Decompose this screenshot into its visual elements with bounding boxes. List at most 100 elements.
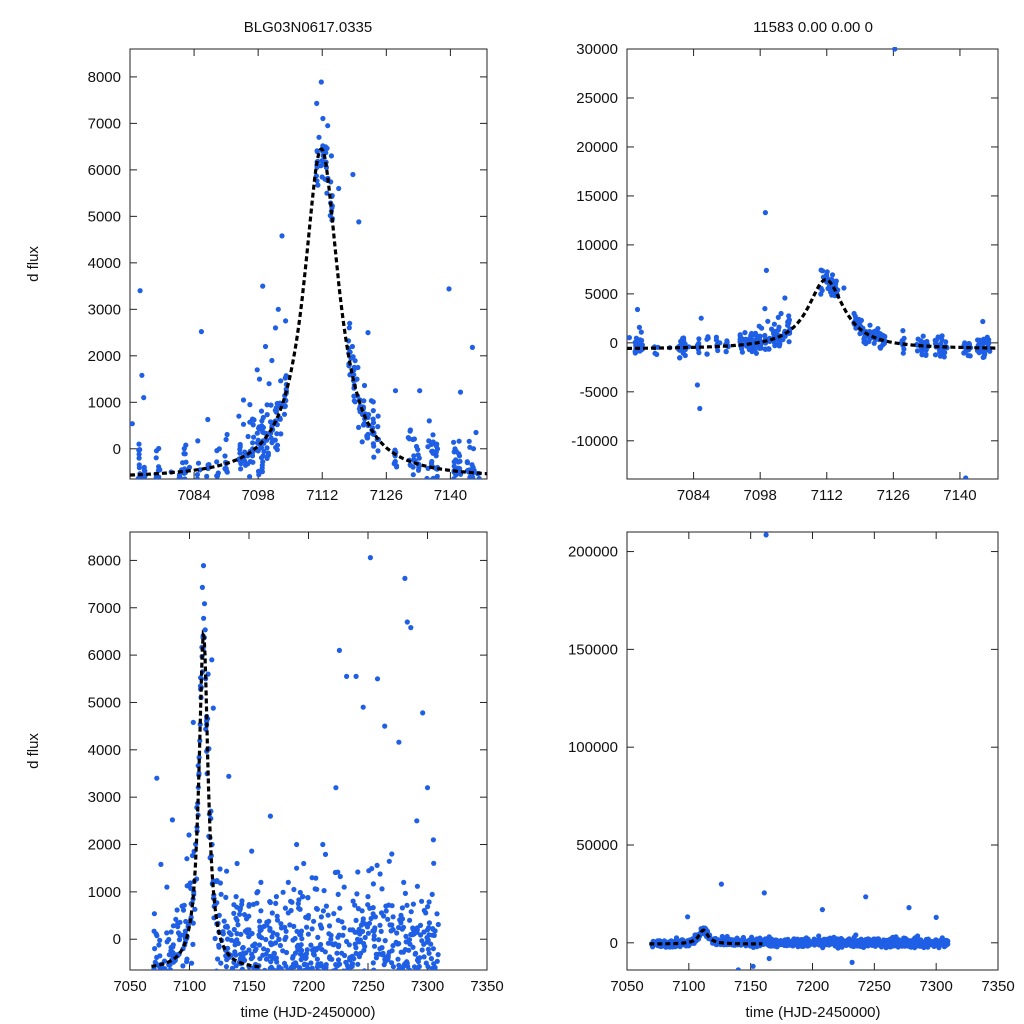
data-point (328, 985, 333, 990)
data-point (315, 998, 320, 1003)
data-point-dense-noise (828, 941, 834, 947)
data-point (375, 1011, 380, 1016)
data-point (314, 148, 320, 154)
data-point (415, 999, 420, 1004)
data-point (457, 458, 463, 464)
y-tick-label: 5000 (88, 694, 121, 711)
data-point (402, 890, 408, 897)
data-point (224, 923, 230, 929)
data-point-dense-noise (430, 946, 436, 952)
data-point (774, 944, 780, 950)
data-point (378, 928, 384, 935)
data-point (353, 917, 359, 924)
data-point (724, 933, 730, 940)
data-point-dense-noise (323, 903, 329, 909)
data-point (217, 880, 223, 886)
y-tick-label: -10000 (571, 433, 618, 450)
data-point (256, 918, 263, 924)
data-point (340, 932, 346, 938)
data-point-dense-noise (424, 927, 431, 933)
data-point-outliers (365, 330, 371, 336)
data-point-photometry (456, 453, 463, 459)
data-point (203, 726, 209, 732)
data-point-photometry (452, 446, 458, 452)
data-point (404, 960, 410, 967)
data-point (278, 973, 283, 978)
data-point (318, 163, 324, 169)
data-point (476, 476, 482, 479)
data-point (385, 995, 390, 1000)
data-point (201, 601, 208, 607)
data-point (900, 350, 906, 356)
data-point (451, 476, 457, 479)
data-point (188, 885, 194, 892)
data-point (333, 988, 338, 993)
data-point (136, 451, 142, 457)
data-point (233, 894, 239, 900)
data-point (260, 459, 266, 465)
y-tick-label: 8000 (88, 552, 121, 569)
data-point (162, 983, 167, 988)
data-point (176, 937, 183, 943)
data-point (341, 925, 347, 931)
data-point (805, 943, 811, 949)
data-point (296, 905, 302, 911)
data-point (771, 331, 777, 337)
x-tick-label: 7150 (232, 978, 265, 995)
data-point (786, 320, 792, 326)
data-point (291, 886, 297, 893)
x-tick-label: 7140 (943, 487, 976, 504)
data-point-dense-noise (915, 933, 921, 939)
data-point-photometry (980, 318, 986, 325)
data-point (320, 908, 326, 914)
data-point-outliers (350, 171, 356, 178)
data-point (410, 931, 416, 938)
data-point (333, 970, 338, 975)
data-point (752, 343, 758, 349)
data-point-photometry (762, 306, 768, 312)
data-point (419, 947, 425, 953)
x-tick-label: 7100 (672, 978, 705, 995)
data-point-photometry (269, 357, 275, 364)
data-point (322, 949, 328, 955)
data-point (361, 940, 367, 947)
data-point (142, 480, 147, 485)
data-point (233, 952, 239, 958)
data-point (329, 974, 334, 979)
data-point (375, 424, 381, 430)
data-point (305, 895, 311, 901)
data-point (371, 454, 377, 460)
data-point (190, 920, 196, 926)
data-point (141, 467, 147, 473)
data-point-photometry (325, 123, 331, 129)
data-point (470, 490, 475, 495)
data-point (326, 972, 331, 977)
data-point (411, 964, 418, 970)
data-point (224, 957, 230, 963)
data-point (271, 950, 277, 957)
data-point (274, 913, 280, 919)
data-point-photometry (407, 428, 413, 434)
data-point (347, 997, 352, 1002)
data-point (677, 355, 683, 361)
data-point (469, 462, 475, 468)
data-point (314, 906, 320, 912)
data-point (229, 965, 235, 970)
data-point (335, 978, 340, 983)
data-point (423, 910, 429, 916)
data-point (214, 968, 219, 970)
data-point (257, 924, 263, 930)
data-point (368, 915, 374, 922)
data-point (420, 995, 425, 1000)
data-point (173, 916, 179, 922)
data-point (183, 918, 189, 925)
data-point (396, 962, 402, 968)
data-point (228, 937, 235, 943)
data-point (411, 453, 417, 459)
data-point (269, 440, 275, 446)
data-point (456, 438, 462, 444)
data-point (261, 946, 267, 952)
data-point-dense-noise (939, 935, 945, 941)
data-point (363, 971, 368, 976)
data-point-dense-noise (341, 884, 347, 890)
